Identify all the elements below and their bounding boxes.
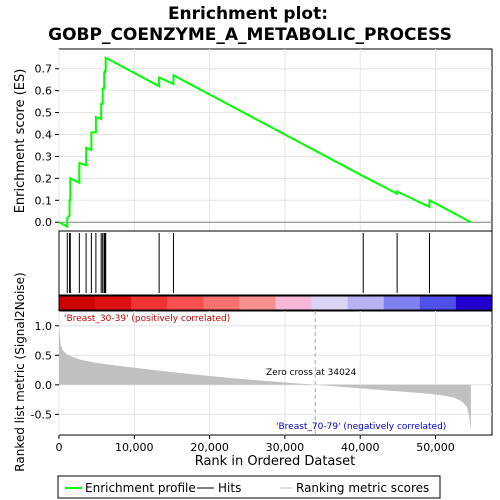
- es-gridlines: [58, 49, 492, 231]
- rank-bar-segment: [455, 296, 493, 310]
- es-y-tick-label: 0.5: [35, 107, 53, 120]
- hit-markers: [66, 233, 430, 293]
- ranking-metric-area: [59, 325, 471, 433]
- rank-bar-segment: [239, 296, 277, 310]
- rank-bar-segment: [383, 296, 421, 310]
- es-y-tick-label: 0.0: [35, 216, 53, 229]
- es-y-tick-label: 0.3: [35, 150, 53, 163]
- chart-title-line2: GOBP_COENZYME_A_METABOLIC_PROCESS: [48, 25, 452, 45]
- metric-y-tick-label: 0.5: [35, 349, 53, 362]
- hits-panel: [58, 230, 493, 296]
- metric-y-tick-label: 1.0: [35, 320, 53, 333]
- rank-bar-segment: [203, 296, 241, 310]
- enrichment-profile-line: [58, 56, 472, 229]
- es-plot-frame: [58, 48, 493, 232]
- x-tick-label: 0: [56, 441, 63, 454]
- rank-bar-segment: [419, 296, 457, 310]
- x-axis: 0 10,000 20,000 30,000 40,000 50,000: [56, 435, 455, 454]
- es-y-tick-label: 0.7: [35, 63, 53, 76]
- es-y-axis-title: Enrichment score (ES): [13, 69, 28, 214]
- legend: Enrichment profile Hits Ranking metric s…: [57, 475, 441, 499]
- legend-frame: [57, 475, 441, 499]
- es-panel: 0.0 0.1 0.2 0.3 0.4 0.5 0.6 0.7 Enrichment scor…: [13, 48, 493, 232]
- legend-enrichment-label: Enrichment profile: [85, 481, 196, 495]
- chart-title-line1: Enrichment plot:: [168, 4, 328, 24]
- metric-y-tick-label: 0.0: [35, 379, 53, 392]
- es-y-tick-label: 0.4: [35, 129, 53, 142]
- hits-frame: [58, 230, 493, 296]
- positive-correlation-label: 'Breast_30-39' (positively correlated): [64, 314, 230, 324]
- metric-y-tick-label: -0.5: [31, 408, 52, 421]
- metric-panel: -0.5 0.0 0.5 1.0 'Breast_30-39' (positively…: [13, 272, 493, 472]
- rank-bar-frame: [58, 295, 493, 311]
- es-y-tick-label: 0.6: [35, 85, 53, 98]
- rank-bar-segment: [311, 296, 349, 310]
- es-y-tick-label: 0.1: [35, 194, 53, 207]
- rank-bar-segment: [59, 296, 96, 310]
- metric-y-axis-title: Ranked list metric (Signal2Noise): [13, 272, 27, 471]
- rank-bar-segment: [131, 296, 168, 310]
- x-tick-label: 10,000: [115, 441, 154, 454]
- es-y-tick-label: 0.2: [35, 172, 53, 185]
- rank-bar-segment: [347, 296, 385, 310]
- legend-ranking-label: Ranking metric scores: [296, 481, 429, 495]
- legend-hits-label: Hits: [218, 481, 241, 495]
- negative-correlation-label: 'Breast_70-79' (negatively correlated): [276, 422, 446, 432]
- metric-y-axis: -0.5 0.0 0.5 1.0: [31, 320, 59, 421]
- rank-bar-segment: [275, 296, 313, 310]
- x-axis-title: Rank in Ordered Dataset: [195, 454, 356, 469]
- ranking-color-bar: [58, 295, 493, 311]
- rank-bar-segment: [95, 296, 132, 310]
- x-tick-label: 30,000: [266, 441, 305, 454]
- rank-bar-segment: [167, 296, 204, 310]
- x-tick-label: 40,000: [341, 441, 380, 454]
- zero-cross-label: Zero cross at 34024: [266, 368, 357, 378]
- x-tick-label: 20,000: [190, 441, 229, 454]
- x-tick-label: 50,000: [416, 441, 455, 454]
- es-y-axis: 0.0 0.1 0.2 0.3 0.4 0.5 0.6 0.7: [35, 63, 59, 229]
